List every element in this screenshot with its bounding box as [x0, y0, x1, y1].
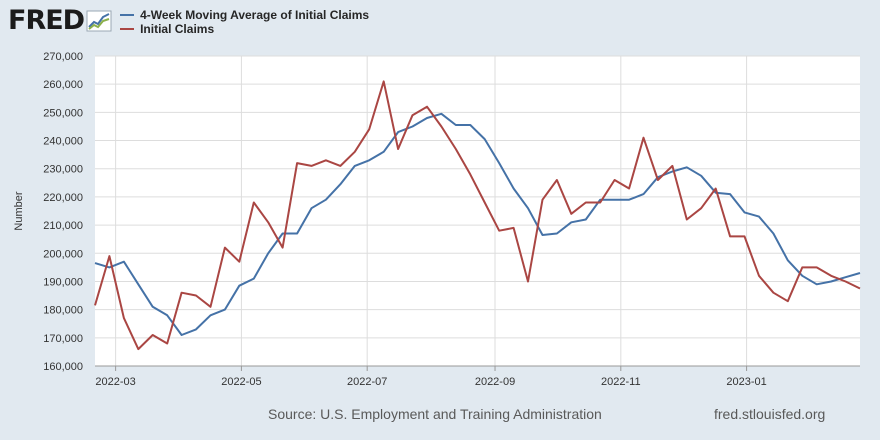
site-link[interactable]: fred.stlouisfed.org	[714, 406, 826, 422]
x-tick-label: 2022-05	[221, 376, 261, 388]
y-tick-label: 220,000	[43, 192, 83, 204]
legend-swatch	[120, 28, 135, 30]
moving-average-line	[94, 112, 861, 336]
legend-item-initial-claims[interactable]: Initial Claims	[120, 22, 369, 36]
y-tick-label: 240,000	[43, 136, 83, 148]
y-tick-label: 210,000	[43, 220, 83, 232]
plot-area	[95, 56, 860, 366]
line-chart[interactable]: 160,000 170,000 180,000 190,000 200,000 210,0…	[0, 0, 880, 400]
x-tick-label: 2022-03	[95, 376, 135, 388]
y-tick-label: 270,000	[43, 51, 83, 63]
x-axis: 2022-03 2022-05 2022-07 2022-09 2022-11 2023-…	[95, 365, 860, 388]
fred-logo[interactable]: FRED	[8, 6, 112, 36]
chart-trend-icon	[86, 10, 112, 32]
y-tick-label: 260,000	[43, 79, 83, 91]
x-tick-label: 2023-01	[726, 376, 766, 388]
legend-item-moving-average[interactable]: 4-Week Moving Average of Initial Claims	[120, 8, 369, 22]
y-tick-label: 190,000	[43, 276, 83, 288]
series-lines	[94, 80, 861, 351]
logo-text: FRED	[8, 5, 85, 36]
y-tick-label: 230,000	[43, 164, 83, 176]
y-tick-label: 170,000	[43, 333, 83, 345]
source-note: Source: U.S. Employment and Training Adm…	[268, 406, 602, 422]
y-tick-label: 250,000	[43, 107, 83, 119]
chart-legend: 4-Week Moving Average of Initial Claims …	[120, 8, 369, 36]
x-tick-label: 2022-11	[601, 376, 641, 388]
x-tick-label: 2022-09	[475, 376, 515, 388]
chart-header: FRED 4-Week Moving Average of Initial Cl…	[8, 6, 369, 40]
x-tick-label: 2022-07	[347, 376, 387, 388]
y-axis: 160,000 170,000 180,000 190,000 200,000 210,0…	[43, 51, 83, 373]
legend-swatch	[120, 14, 135, 16]
y-axis-label: Number	[13, 191, 25, 230]
y-tick-label: 200,000	[43, 248, 83, 260]
initial-claims-line	[94, 80, 861, 351]
y-tick-label: 160,000	[43, 361, 83, 373]
y-tick-label: 180,000	[43, 305, 83, 317]
legend-label: Initial Claims	[140, 22, 215, 36]
legend-label: 4-Week Moving Average of Initial Claims	[140, 8, 370, 22]
